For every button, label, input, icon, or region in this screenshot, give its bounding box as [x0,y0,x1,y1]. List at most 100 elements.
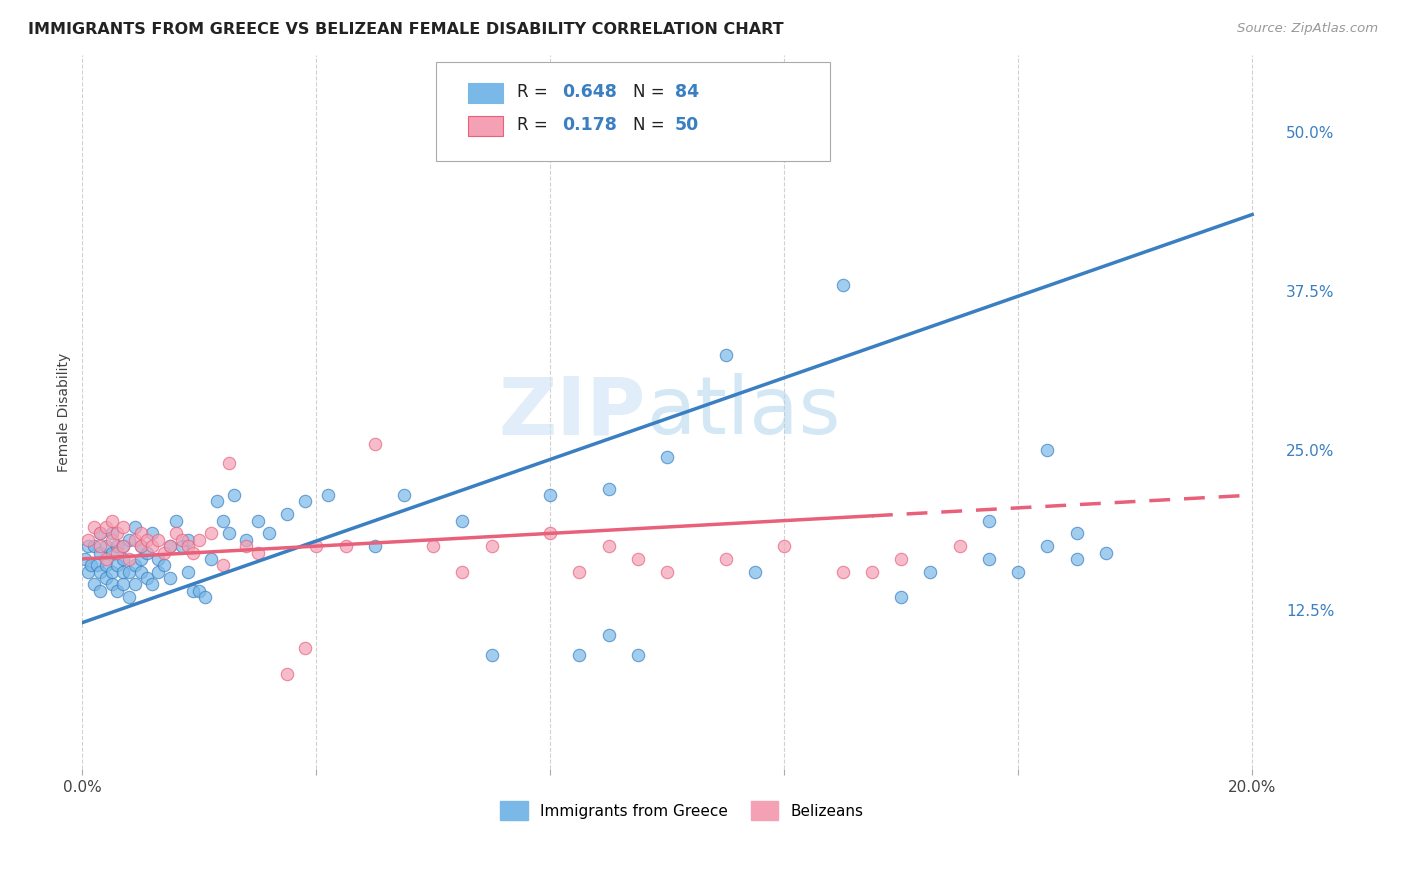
Point [112,552,135,566]
Point [112,577,135,591]
Point [773,539,796,553]
Point [211,558,233,573]
Point [920,565,942,579]
Point [129,539,152,553]
Point [568,648,591,662]
Point [714,552,737,566]
Point [77,539,100,553]
Point [94,571,117,585]
Point [89,526,111,541]
Point [165,514,187,528]
Point [1066,526,1088,541]
Point [224,488,246,502]
Point [100,514,122,528]
Point [100,545,122,559]
Point [218,456,240,470]
Point [392,488,415,502]
Text: R =: R = [517,116,554,134]
Point [89,583,111,598]
Point [118,533,141,547]
Legend: Immigrants from Greece, Belizeans: Immigrants from Greece, Belizeans [494,795,869,826]
Point [176,565,198,579]
Point [100,565,122,579]
Point [235,539,257,553]
Point [80,558,103,573]
Point [94,552,117,566]
Point [860,565,883,579]
Point [159,571,181,585]
Point [246,545,269,559]
Point [124,520,146,534]
Point [977,552,1000,566]
Point [364,539,387,553]
Point [657,565,679,579]
Point [112,520,135,534]
Point [89,565,111,579]
Point [148,533,170,547]
Point [1036,539,1059,553]
Point [627,648,650,662]
Point [89,539,111,553]
Point [276,666,298,681]
Point [211,514,233,528]
Point [170,533,193,547]
Point [135,533,157,547]
Point [481,539,503,553]
Point [598,628,620,642]
Text: Source: ZipAtlas.com: Source: ZipAtlas.com [1237,22,1378,36]
Point [890,590,912,604]
Point [183,545,205,559]
Point [124,558,146,573]
Point [538,526,561,541]
Point [831,277,853,292]
Point [100,533,122,547]
Point [598,539,620,553]
Point [890,552,912,566]
Point [305,539,328,553]
Point [176,539,198,553]
Point [744,565,766,579]
Point [294,494,316,508]
Point [949,539,972,553]
Point [77,533,100,547]
Point [94,539,117,553]
Point [77,565,100,579]
Point [568,565,591,579]
Point [176,533,198,547]
Point [105,526,128,541]
Point [364,437,387,451]
Point [188,533,211,547]
Point [657,450,679,464]
Text: 0.178: 0.178 [562,116,617,134]
Point [159,539,181,553]
Text: 84: 84 [675,83,699,101]
Point [1007,565,1029,579]
Point [83,577,105,591]
Point [135,545,157,559]
Point [75,552,97,566]
Point [218,526,240,541]
Text: 0.648: 0.648 [562,83,617,101]
Point [83,539,105,553]
Point [294,641,316,656]
Point [481,648,503,662]
Point [135,571,157,585]
Point [148,565,170,579]
Point [276,508,298,522]
Point [165,526,187,541]
Text: 50: 50 [675,116,699,134]
Point [831,565,853,579]
Text: ZIP: ZIP [499,373,645,451]
Point [129,526,152,541]
Point [105,539,128,553]
Y-axis label: Female Disability: Female Disability [58,352,72,472]
Point [112,539,135,553]
Point [235,533,257,547]
Point [118,552,141,566]
Point [627,552,650,566]
Point [94,520,117,534]
Point [977,514,1000,528]
Point [118,590,141,604]
Point [538,488,561,502]
Point [141,539,163,553]
